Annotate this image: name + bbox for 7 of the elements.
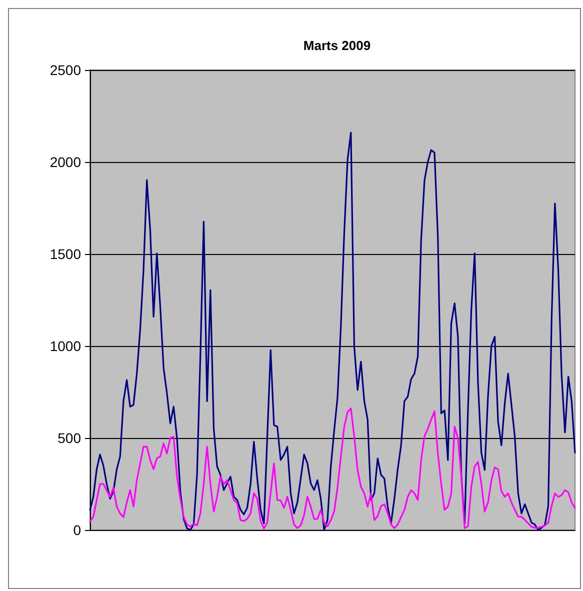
chart-title: Marts 2009 xyxy=(303,38,371,53)
y-tick-label: 1500 xyxy=(50,246,82,262)
y-tick-label: 1000 xyxy=(50,338,82,354)
y-tick-label: 2500 xyxy=(50,62,82,78)
y-tick-label: 0 xyxy=(73,522,82,538)
y-tick-label: 2000 xyxy=(50,154,82,170)
y-tick-label: 500 xyxy=(58,430,82,446)
